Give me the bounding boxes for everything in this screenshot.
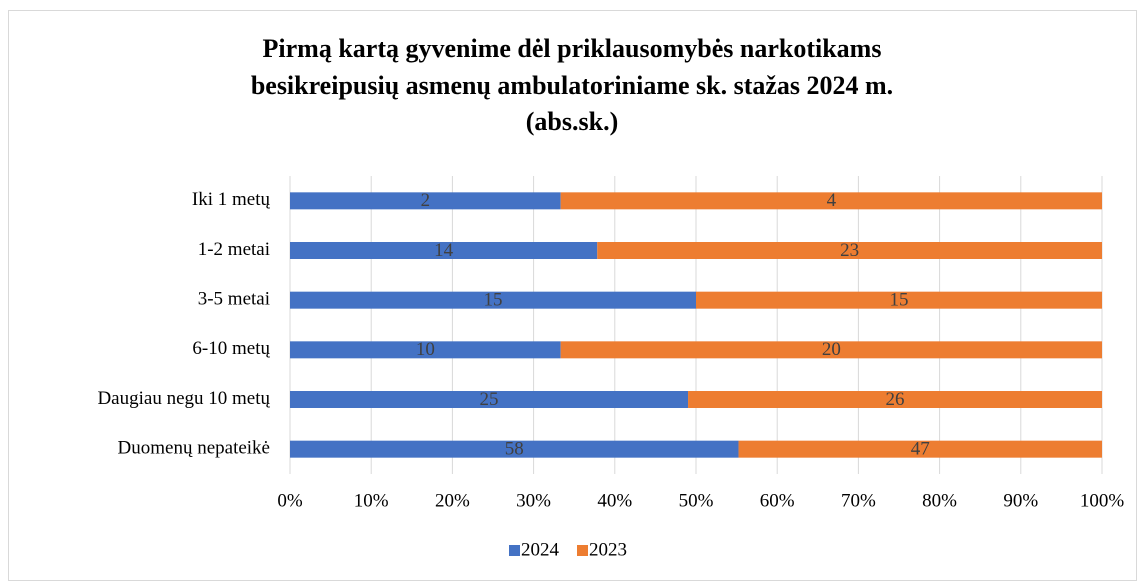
bar-segment — [290, 341, 561, 359]
data-label: 47 — [911, 439, 930, 460]
data-label: 26 — [886, 389, 905, 410]
legend-label: 2023 — [589, 539, 627, 560]
x-tick-label: 90% — [1003, 490, 1038, 511]
x-tick-label: 80% — [922, 490, 957, 511]
data-label: 14 — [434, 240, 454, 261]
bar-segment — [696, 291, 1102, 309]
data-label: 58 — [505, 439, 524, 460]
bar-segment — [290, 192, 561, 210]
bar-segment — [738, 440, 1102, 458]
bar-segment — [290, 291, 696, 309]
chart-title: Pirmą kartą gyvenime dėl priklausomybės … — [263, 34, 882, 63]
data-label: 4 — [827, 190, 837, 211]
bar-segment — [290, 440, 739, 458]
y-tick-label: 3-5 metai — [198, 289, 270, 310]
bar-segment — [560, 341, 1102, 359]
data-label: 25 — [480, 389, 499, 410]
x-tick-label: 50% — [679, 490, 714, 511]
bar-segment — [290, 242, 598, 259]
bar-segment — [597, 242, 1102, 259]
y-tick-label: 1-2 metai — [198, 239, 270, 260]
data-label: 2 — [421, 190, 431, 211]
legend-swatch — [577, 545, 588, 556]
x-tick-label: 100% — [1080, 490, 1125, 511]
x-tick-label: 0% — [277, 490, 303, 511]
x-tick-label: 30% — [516, 490, 551, 511]
y-tick-label: Iki 1 metų — [192, 189, 271, 210]
data-label: 15 — [484, 290, 503, 311]
y-tick-label: Daugiau negu 10 metų — [97, 388, 270, 409]
bar-segment — [290, 391, 689, 408]
bar-segment — [560, 192, 1102, 210]
chart-title: (abs.sk.) — [526, 107, 618, 136]
legend-swatch — [509, 545, 520, 556]
bar-segment — [688, 391, 1102, 408]
x-tick-label: 60% — [760, 490, 795, 511]
data-label: 20 — [822, 339, 841, 360]
legend-label: 2024 — [521, 539, 560, 560]
chart-title: besikreipusių asmenų ambulatoriniame sk.… — [251, 71, 893, 100]
x-tick-label: 10% — [354, 490, 389, 511]
y-tick-label: 6-10 metų — [192, 338, 270, 359]
data-label: 23 — [840, 240, 859, 261]
x-tick-label: 20% — [435, 490, 470, 511]
y-tick-label: Duomenų nepateikė — [118, 438, 270, 459]
data-label: 10 — [416, 339, 435, 360]
data-label: 15 — [890, 290, 909, 311]
x-tick-label: 70% — [841, 490, 876, 511]
x-tick-label: 40% — [597, 490, 632, 511]
